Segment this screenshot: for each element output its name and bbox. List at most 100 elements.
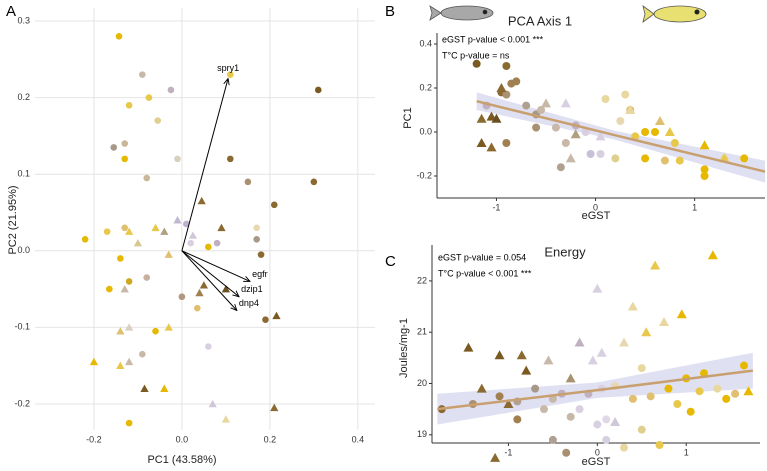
loading-label: spry1 (217, 63, 239, 73)
y-tick-label: 22 (417, 275, 427, 285)
point-circle (532, 123, 541, 132)
point-triangle (496, 83, 507, 92)
point-circle (253, 235, 260, 243)
annotation: eGST p-value = 0.054 (438, 252, 526, 262)
point-triangle (676, 309, 687, 319)
point-circle (512, 77, 521, 86)
point-circle (502, 90, 511, 99)
point-circle (244, 178, 252, 186)
point-circle (531, 384, 540, 393)
point-triangle (664, 127, 675, 136)
x-axis-label: eGST (582, 456, 611, 468)
point-circle (121, 155, 129, 163)
point-circle (670, 139, 679, 147)
point-circle (139, 71, 146, 78)
fish-icon-yellow (642, 5, 707, 23)
point-circle (117, 255, 124, 262)
point-circle (522, 101, 531, 110)
point-circle (143, 174, 151, 182)
point-circle (106, 285, 113, 293)
point-triangle (476, 138, 487, 147)
point-triangle (543, 355, 554, 365)
point-circle (637, 364, 646, 373)
point-circle (502, 62, 511, 70)
point-circle (167, 86, 175, 94)
point-triangle (743, 386, 754, 396)
point-circle (183, 220, 190, 228)
point-circle (187, 239, 195, 247)
point-triangle (521, 365, 532, 375)
point-circle (602, 415, 611, 424)
annotation: T°C p-value < 0.001 *** (438, 268, 532, 278)
point-triangle (490, 452, 501, 462)
point-circle (611, 154, 620, 163)
y-axis-label: PC1 (402, 107, 414, 128)
point-triangle (199, 281, 209, 289)
chart-title: PCA Axis 1 (508, 13, 572, 28)
point-circle (226, 155, 234, 163)
point-circle (620, 443, 628, 452)
y-tick-label: 21 (417, 327, 427, 337)
point-circle (513, 415, 522, 424)
point-circle (740, 361, 748, 370)
point-circle (586, 150, 595, 158)
point-triangle (659, 316, 669, 326)
point-triangle (164, 323, 173, 331)
loading-label: egfr (252, 269, 268, 279)
point-circle (472, 59, 481, 68)
point-triangle (610, 416, 621, 426)
point-circle (646, 392, 655, 401)
point-triangle (116, 327, 125, 335)
point-triangle (463, 342, 474, 352)
point-circle (495, 392, 504, 401)
point-circle (700, 165, 709, 174)
point-circle (81, 235, 89, 243)
y-tick-label: -0.2 (416, 170, 432, 180)
point-circle (593, 420, 602, 429)
confidence-band (437, 352, 753, 425)
point-triangle (173, 216, 182, 224)
point-triangle (89, 357, 99, 366)
fish-icon-grey (429, 5, 494, 21)
point-circle (641, 128, 650, 136)
loading-arrow (181, 250, 237, 311)
point-circle (740, 154, 749, 163)
loading-arrow (181, 78, 228, 251)
y-tick-label: 0.0 (419, 126, 432, 136)
point-circle (655, 441, 664, 450)
point-circle (673, 400, 682, 409)
point-circle (695, 387, 704, 396)
point-triangle (650, 260, 661, 270)
point-circle (194, 304, 201, 312)
x-tick-label: 1 (692, 202, 697, 212)
point-triangle (476, 383, 487, 393)
point-triangle (221, 415, 231, 423)
point-triangle (596, 347, 607, 357)
x-tick-label: 1 (684, 447, 689, 457)
y-tick-label: 0.2 (419, 82, 432, 92)
y-tick-label: -0.1 (14, 322, 30, 332)
point-circle (154, 117, 162, 124)
y-tick-label: 0.0 (17, 245, 30, 255)
point-circle (125, 419, 133, 427)
point-circle (121, 140, 129, 147)
point-circle (310, 178, 318, 186)
point-circle (213, 239, 221, 247)
point-circle (731, 389, 740, 398)
loading-label: dzip1 (241, 284, 263, 294)
panel-label: C (385, 253, 396, 270)
point-circle (581, 128, 590, 136)
point-triangle (486, 142, 497, 152)
point-triangle (641, 327, 652, 337)
point-triangle (188, 231, 198, 239)
point-triangle (503, 399, 514, 409)
point-circle (145, 94, 153, 101)
point-triangle (208, 399, 217, 408)
fit-line (437, 369, 754, 411)
point-circle (262, 316, 269, 324)
point-triangle (541, 98, 552, 108)
point-triangle (164, 250, 173, 258)
point-circle (178, 293, 186, 301)
point-circle (115, 33, 123, 40)
